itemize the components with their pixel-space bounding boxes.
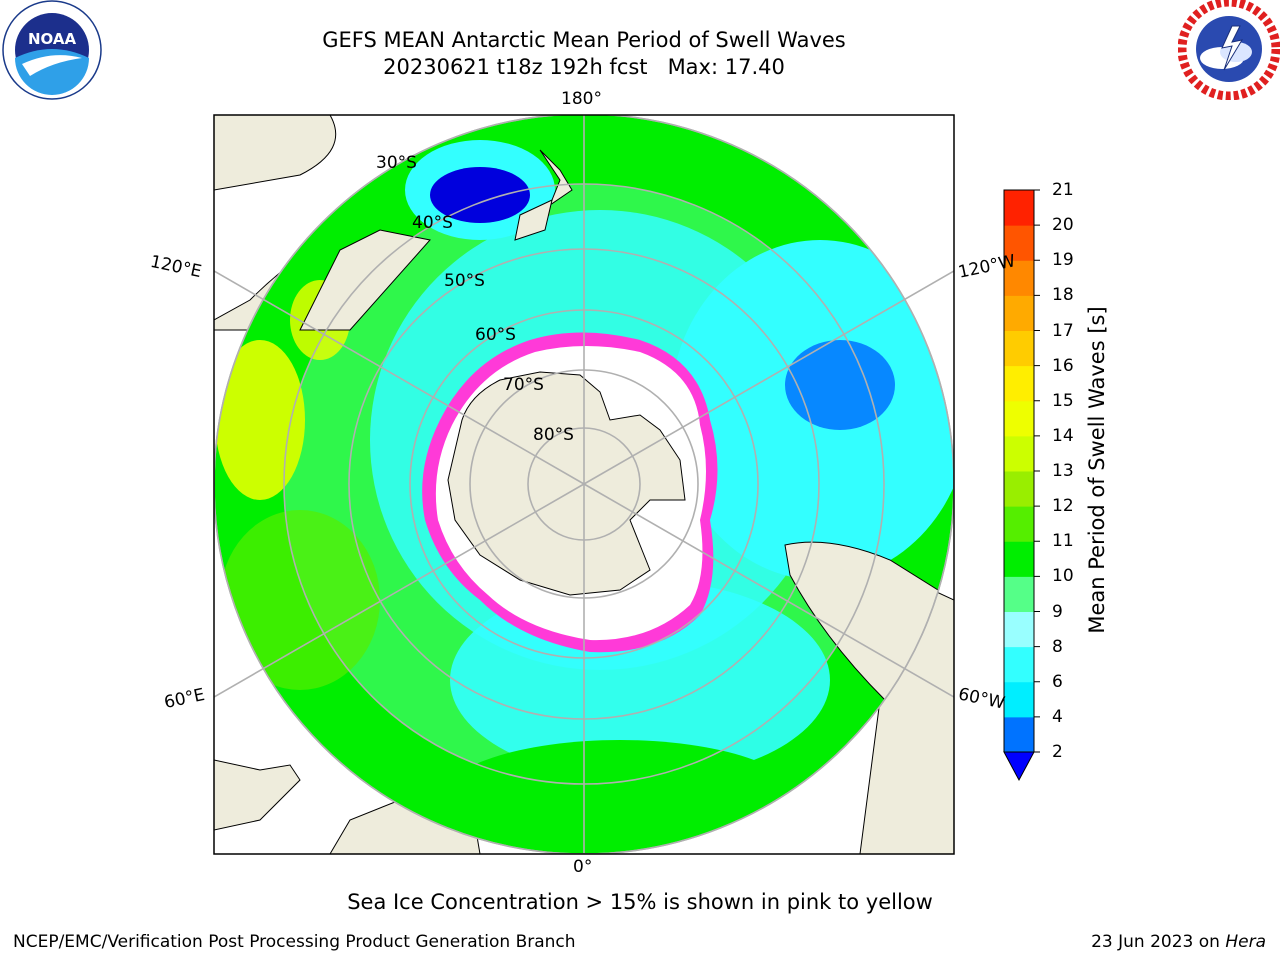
lat-label-30s: 30°S xyxy=(376,153,417,173)
sea-ice-note: Sea Ice Concentration > 15% is shown in … xyxy=(347,890,933,914)
colorbar-tick-label: 8 xyxy=(1052,636,1063,657)
colorbar-tick-label: 4 xyxy=(1052,706,1063,727)
lat-label-80s: 80°S xyxy=(533,425,574,445)
colorbar-segment xyxy=(1004,611,1034,648)
map-frame xyxy=(213,114,955,855)
colorbar-tick-label: 18 xyxy=(1052,285,1074,306)
lat-label-50s: 50°S xyxy=(444,271,485,291)
colorbar-tick-label: 10 xyxy=(1052,566,1074,587)
map-subtitle: 20230621 t18z 192h fcst Max: 17.40 xyxy=(383,55,785,79)
map-title: GEFS MEAN Antarctic Mean Period of Swell… xyxy=(322,28,846,52)
colorbar-segment xyxy=(1004,646,1034,683)
colorbar-tick-label: 9 xyxy=(1052,601,1063,622)
nws-logo xyxy=(1178,0,1280,100)
colorbar-tick-label: 12 xyxy=(1052,496,1074,517)
colorbar-tick-label: 15 xyxy=(1052,390,1074,411)
run-machine: Hera xyxy=(1225,932,1266,952)
lon-label-180: 180° xyxy=(561,89,602,109)
colorbar-segment xyxy=(1004,260,1034,296)
colorbar-segment xyxy=(1004,541,1034,577)
colorbar-tick-label: 14 xyxy=(1052,425,1074,446)
colorbar-tick-label: 17 xyxy=(1052,320,1074,341)
run-date-text: 23 Jun 2023 on xyxy=(1091,932,1226,952)
colorbar-tick-label: 11 xyxy=(1052,531,1074,552)
credit-line: NCEP/EMC/Verification Post Processing Pr… xyxy=(13,932,576,952)
colorbar-segment xyxy=(1004,190,1034,226)
colorbar-label: Mean Period of Swell Waves [s] xyxy=(1085,306,1109,634)
colorbar-segment xyxy=(1004,576,1034,612)
lat-label-40s: 40°S xyxy=(412,213,453,233)
colorbar-segment xyxy=(1004,295,1034,331)
colorbar xyxy=(1003,189,1040,782)
lat-label-70s: 70°S xyxy=(503,375,544,395)
colorbar-segment xyxy=(1004,681,1034,718)
colorbar-tick-label: 6 xyxy=(1052,671,1063,692)
colorbar-tick-label: 13 xyxy=(1052,461,1074,481)
colorbar-segment xyxy=(1004,471,1034,507)
colorbar-segment xyxy=(1004,506,1034,542)
noaa-logo-text: NOAA xyxy=(28,30,77,48)
graticule xyxy=(214,115,954,854)
colorbar-segment xyxy=(1004,400,1034,437)
noaa-logo: NOAA xyxy=(2,0,102,100)
colorbar-segment xyxy=(1004,365,1034,402)
colorbar-tick-label: 20 xyxy=(1052,215,1074,236)
colorbar-segment xyxy=(1004,716,1034,753)
colorbar-tick-label: 19 xyxy=(1052,250,1074,271)
colorbar-tick-label: 21 xyxy=(1052,180,1074,200)
colorbar-segment xyxy=(1004,225,1034,261)
antarctica xyxy=(447,371,686,596)
lon-label-0: 0° xyxy=(573,857,593,877)
run-date: 23 Jun 2023 on Hera xyxy=(1091,932,1266,952)
lat-label-60s: 60°S xyxy=(475,325,516,345)
colorbar-extend-arrow xyxy=(1003,751,1035,782)
colorbar-tick-label: 2 xyxy=(1052,742,1063,762)
colorbar-segment xyxy=(1004,330,1034,367)
colorbar-segment xyxy=(1004,435,1034,472)
colorbar-tick-label: 16 xyxy=(1052,355,1074,376)
